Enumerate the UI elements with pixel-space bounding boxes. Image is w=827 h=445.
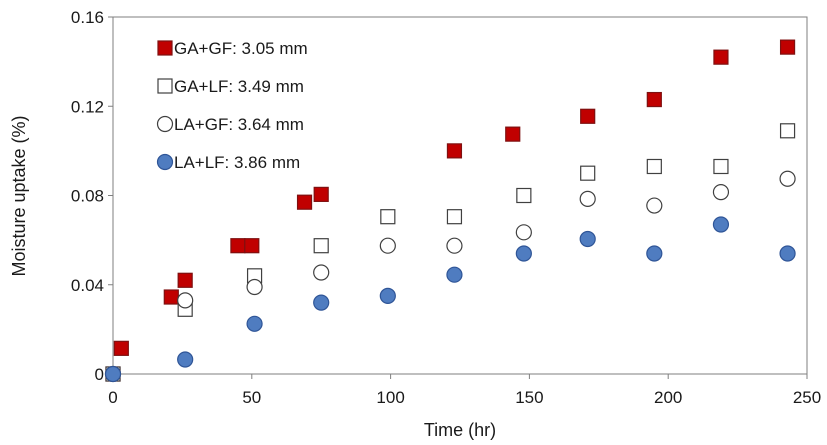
data-point	[646, 245, 663, 262]
data-point	[379, 237, 396, 254]
data-point	[579, 230, 596, 248]
data-point	[313, 186, 329, 202]
data-markers	[104, 39, 796, 383]
data-point	[712, 216, 730, 233]
data-point	[313, 238, 329, 254]
data-point	[446, 237, 463, 254]
data-point	[177, 292, 194, 309]
x-tick-label: 50	[242, 388, 261, 407]
legend-label: LA+GF: 3.64 mm	[174, 115, 304, 134]
legend-label: GA+GF: 3.05 mm	[174, 39, 308, 58]
legend-marker	[157, 78, 173, 94]
data-point	[580, 108, 596, 124]
x-tick-label: 250	[793, 388, 821, 407]
data-point	[104, 365, 122, 383]
x-tick-label: 0	[108, 388, 117, 407]
data-point	[446, 209, 463, 225]
data-point	[379, 287, 396, 305]
legend: GA+GF: 3.05 mm GA+LF: 3.49 mm LA+GF: 3.64 …	[156, 39, 308, 172]
data-point	[712, 184, 730, 201]
data-point	[246, 315, 263, 332]
y-tick-label: 0.08	[71, 187, 104, 206]
x-axis-ticks: 0 50 100 150 200 250	[108, 374, 821, 407]
x-tick-label: 100	[376, 388, 404, 407]
data-point	[516, 187, 532, 204]
data-point	[313, 264, 330, 281]
series-2	[105, 123, 796, 382]
data-point	[515, 245, 532, 262]
data-point	[579, 190, 596, 207]
legend-marker	[156, 115, 174, 133]
data-point	[113, 340, 129, 356]
data-point	[446, 266, 463, 283]
data-point	[713, 49, 729, 65]
data-point	[177, 272, 193, 288]
data-point	[313, 294, 330, 311]
data-point	[380, 209, 396, 225]
legend-marker	[156, 153, 174, 171]
plot-area	[112, 16, 808, 375]
x-tick-label: 150	[515, 388, 543, 407]
data-point	[646, 158, 662, 175]
data-point	[244, 238, 260, 254]
data-point	[246, 278, 263, 296]
data-point	[296, 194, 313, 210]
y-tick-label: 0.16	[71, 8, 104, 27]
data-point	[580, 165, 596, 181]
data-point	[646, 91, 662, 108]
data-point	[713, 158, 729, 175]
data-point	[779, 39, 796, 55]
legend-label: LA+LF: 3.86 mm	[174, 153, 300, 172]
y-tick-label: 0.04	[71, 276, 104, 295]
data-point	[779, 170, 796, 187]
data-point	[779, 123, 796, 139]
y-tick-label: 0	[95, 365, 104, 384]
data-point	[515, 224, 532, 241]
y-axis-ticks: 0 0.04 0.08 0.12 0.16	[71, 8, 113, 384]
data-point	[779, 245, 796, 262]
data-point	[505, 126, 521, 142]
y-axis-title: Moisture uptake (%)	[9, 115, 29, 276]
y-tick-label: 0.12	[71, 97, 104, 116]
x-tick-label: 200	[654, 388, 682, 407]
data-point	[446, 143, 463, 159]
data-point	[163, 289, 179, 305]
data-point	[646, 197, 663, 214]
series-4	[104, 216, 796, 383]
data-point	[177, 351, 194, 368]
data-point	[230, 238, 246, 254]
legend-marker	[157, 40, 173, 56]
x-axis-title: Time (hr)	[424, 420, 496, 440]
legend-label: GA+LF: 3.49 mm	[174, 77, 304, 96]
